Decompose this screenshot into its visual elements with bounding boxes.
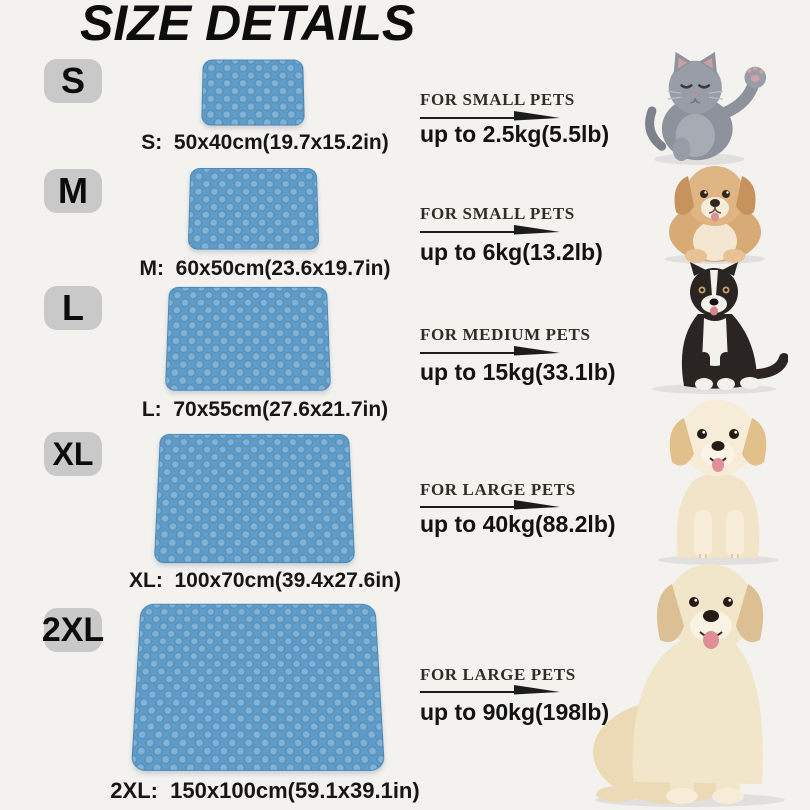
pet-size-heading-5: FOR LARGE PETS — [420, 665, 576, 684]
gray-kitten-photo — [645, 51, 767, 166]
size-badge-2xl: 2XL — [42, 608, 104, 652]
arrow-right-icon — [420, 685, 560, 695]
border-collie-photo — [652, 262, 788, 394]
cooling-mat-image-xl — [153, 433, 356, 564]
cooling-mat-image-l — [164, 286, 332, 391]
pet-size-heading-2: FOR SMALL PETS — [420, 204, 575, 223]
cooling-mat-image-m — [187, 168, 320, 250]
cooling-mat-image-2xl — [130, 603, 386, 771]
arrow-right-icon — [420, 111, 560, 121]
weight-limit-4: up to 40kg(88.2lb) — [420, 511, 616, 537]
size-badge-m: M — [44, 169, 102, 213]
mat-dimensions-l: L: 70x55cm(27.6x21.7in) — [141, 398, 389, 421]
weight-limit-2: up to 6kg(13.2lb) — [420, 239, 603, 265]
page-title: SIZE DETAILS — [80, 0, 416, 51]
size-badge-l: L — [44, 286, 102, 330]
arrow-right-icon — [420, 225, 560, 235]
pet-size-heading-4: FOR LARGE PETS — [420, 480, 576, 499]
weight-limit-1: up to 2.5kg(5.5lb) — [420, 121, 610, 147]
pet-size-heading-3: FOR MEDIUM PETS — [420, 325, 591, 344]
mat-dimensions-2xl: 2XL: 150x100cm(59.1x39.1in) — [110, 778, 420, 803]
mat-dimensions-xl: XL: 100x70cm(39.4x27.6in) — [129, 569, 401, 592]
arrow-right-icon — [420, 500, 560, 510]
cooling-mat-image-s — [201, 59, 305, 126]
pet-size-heading-1: FOR SMALL PETS — [420, 90, 575, 109]
size-badge-xl: XL — [44, 432, 102, 476]
size-badge-s: S — [44, 59, 102, 103]
weight-limit-3: up to 15kg(33.1lb) — [420, 359, 616, 385]
tan-puppy-photo — [665, 166, 765, 264]
golden-retriever-adult-photo — [593, 564, 785, 807]
weight-limit-5: up to 90kg(198lb) — [420, 699, 610, 725]
mat-dimensions-m: M: 60x50cm(23.6x19.7in) — [139, 257, 391, 280]
golden-retriever-puppy-photo — [658, 400, 778, 565]
mat-dimensions-s: S: 50x40cm(19.7x15.2in) — [141, 131, 389, 154]
arrow-right-icon — [420, 346, 560, 356]
